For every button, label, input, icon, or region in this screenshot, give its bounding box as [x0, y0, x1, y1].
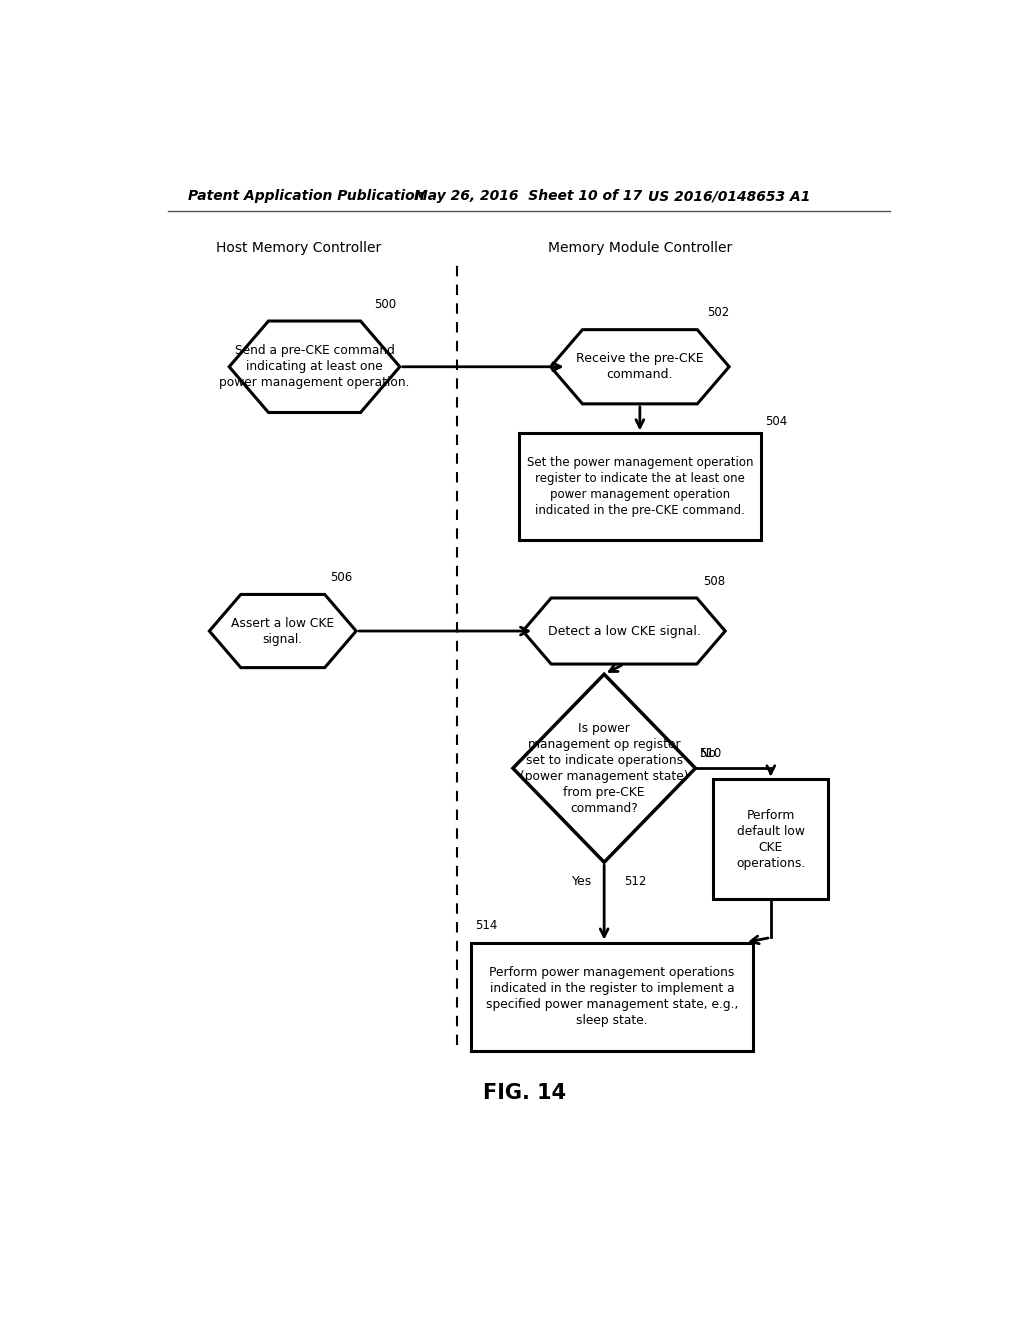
Text: Yes: Yes	[571, 875, 592, 888]
Text: 512: 512	[624, 875, 646, 888]
Text: Receive the pre-CKE
command.: Receive the pre-CKE command.	[577, 352, 703, 381]
Text: No: No	[699, 747, 717, 760]
Text: Host Memory Controller: Host Memory Controller	[216, 240, 381, 255]
Text: 502: 502	[707, 306, 729, 319]
Text: US 2016/0148653 A1: US 2016/0148653 A1	[648, 189, 810, 203]
Text: Detect a low CKE signal.: Detect a low CKE signal.	[548, 624, 700, 638]
Text: Perform power management operations
indicated in the register to implement a
spe: Perform power management operations indi…	[486, 966, 738, 1027]
Text: Is power
management op register
set to indicate operations
(power management sta: Is power management op register set to i…	[520, 722, 688, 814]
Text: 504: 504	[765, 416, 787, 428]
Text: Assert a low CKE
signal.: Assert a low CKE signal.	[231, 616, 334, 645]
Text: May 26, 2016  Sheet 10 of 17: May 26, 2016 Sheet 10 of 17	[414, 189, 642, 203]
Text: Send a pre-CKE command
indicating at least one
power management operation.: Send a pre-CKE command indicating at lea…	[219, 345, 410, 389]
Text: 508: 508	[703, 574, 725, 587]
Text: 514: 514	[475, 920, 498, 932]
Text: 510: 510	[699, 747, 722, 760]
Text: 500: 500	[374, 298, 396, 312]
Text: FIG. 14: FIG. 14	[483, 1084, 566, 1104]
Text: 506: 506	[330, 572, 352, 585]
Text: Perform
default low
CKE
operations.: Perform default low CKE operations.	[736, 809, 806, 870]
Text: Set the power management operation
register to indicate the at least one
power m: Set the power management operation regis…	[526, 457, 753, 517]
Text: Patent Application Publication: Patent Application Publication	[187, 189, 424, 203]
Text: Memory Module Controller: Memory Module Controller	[548, 240, 732, 255]
